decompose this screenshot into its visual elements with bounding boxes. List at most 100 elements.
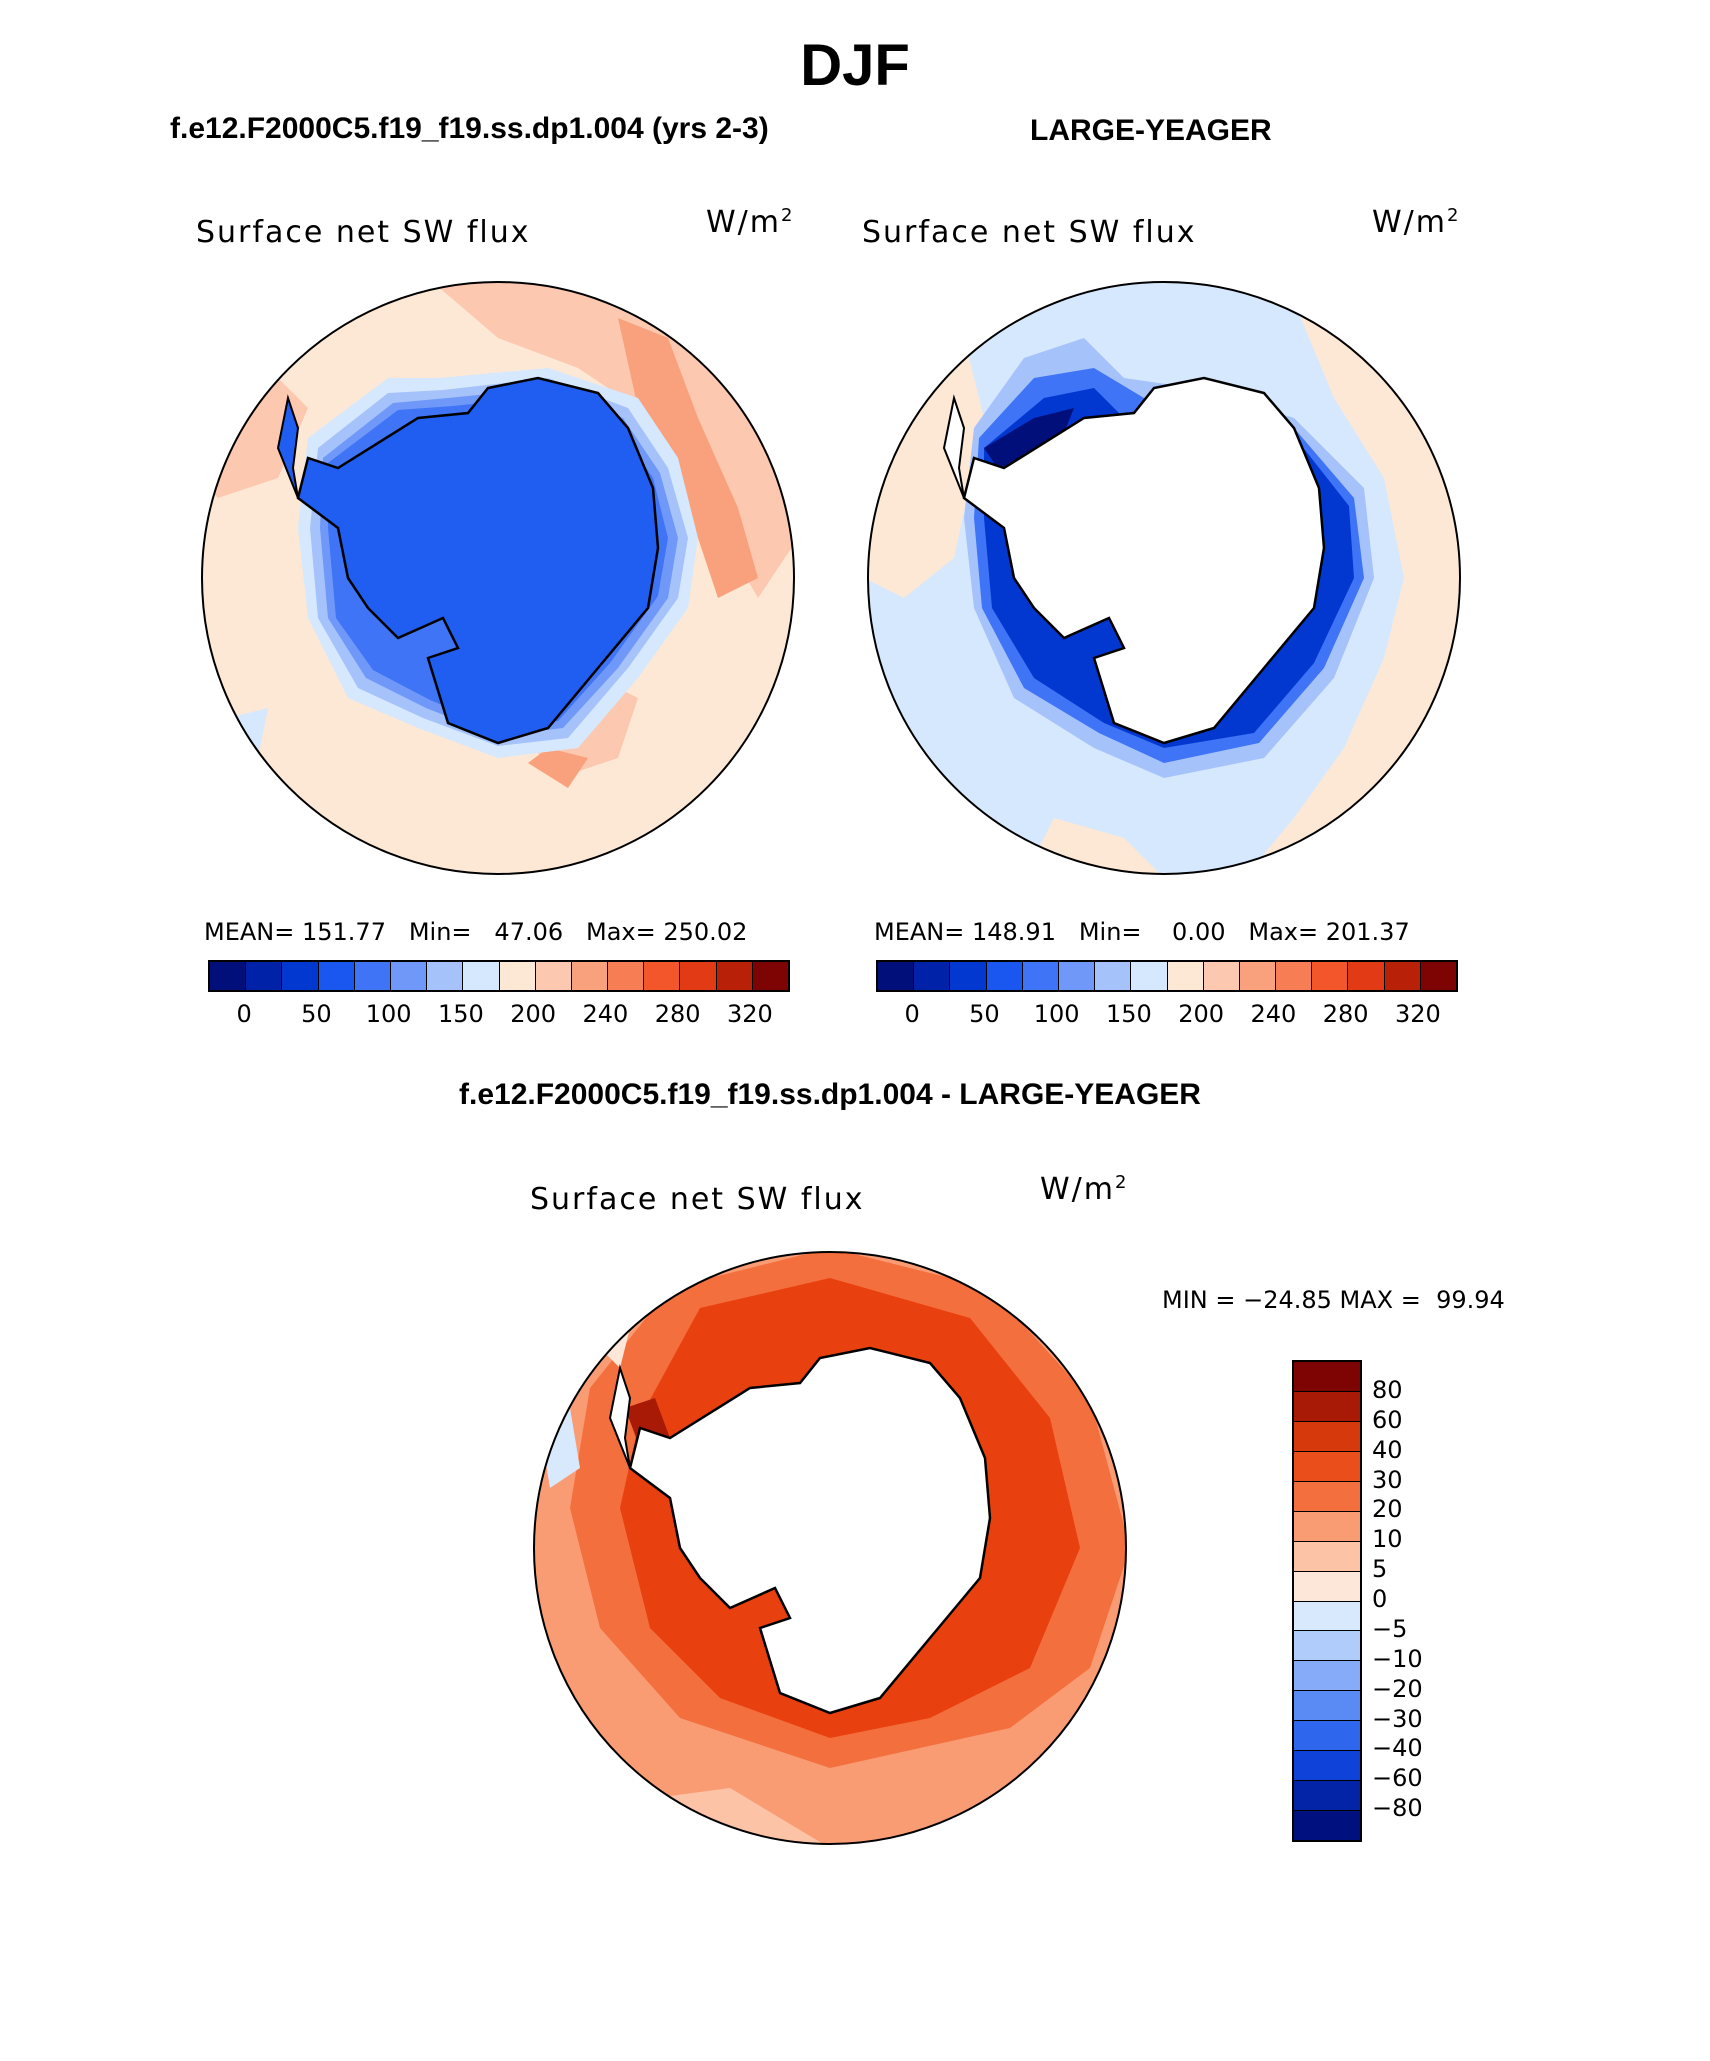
diff-colorbar-tick-label: 10 — [1372, 1525, 1403, 1554]
left-continent-fill — [298, 378, 658, 743]
diff-colorbar-swatch-14 — [1294, 1781, 1360, 1812]
left-map — [201, 281, 795, 875]
left-ocean-band-2 — [618, 318, 758, 598]
right-ice-dark — [984, 408, 1074, 478]
diff-variable-label: Surface net SW flux — [530, 1182, 865, 1217]
diff-colorbar-tick-label: 20 — [1372, 1495, 1403, 1524]
left-colorbar-tick-label: 0 — [236, 1000, 252, 1028]
right-map — [867, 281, 1461, 875]
diff-colorbar-tick-label: 80 — [1372, 1375, 1403, 1404]
diff-colorbar-tick-label: 0 — [1372, 1585, 1388, 1613]
diff-colorbar-tick-label: −30 — [1372, 1704, 1423, 1733]
right-colorbar-swatch-14 — [1384, 962, 1421, 990]
diff-colorbar-swatch-1 — [1294, 1391, 1360, 1422]
right-coastline — [962, 376, 1326, 745]
right-colorbar-ticks: 0 50 100 150 200 240 280 320 — [876, 1000, 1454, 1030]
left-colorbar-swatch-8 — [499, 962, 536, 990]
diff-colorbar-swatch-10 — [1294, 1661, 1360, 1692]
left-colorbar-tick-label: 320 — [726, 1000, 773, 1028]
left-ocean-band-5 — [528, 748, 588, 788]
right-colorbar-swatch-9 — [1203, 962, 1240, 990]
right-colorbar-swatch-2 — [950, 962, 987, 990]
right-peninsula — [942, 394, 966, 499]
right-colorbar-swatch-13 — [1348, 962, 1385, 990]
right-colorbar-tick-label: 150 — [1105, 1000, 1152, 1028]
right-colorbar-tick-label: 100 — [1033, 1000, 1080, 1028]
diff-colorbar-tick-label: 60 — [1372, 1405, 1403, 1434]
right-stats: MEAN= 148.91 Min= 0.00 Max= 201.37 — [874, 918, 1410, 946]
diff-colorbar-tick-label: −60 — [1372, 1764, 1423, 1793]
diff-stats: MIN = −24.85 MAX = 99.94 — [1162, 1286, 1505, 1314]
right-colorbar-tick-label: 50 — [969, 1000, 1000, 1028]
left-colorbar-tick-label: 50 — [301, 1000, 332, 1028]
left-colorbar-swatch-12 — [644, 962, 681, 990]
right-colorbar-swatch-6 — [1095, 962, 1132, 990]
left-colorbar-swatch-10 — [571, 962, 609, 990]
right-colorbar-tick-label: 280 — [1322, 1000, 1369, 1028]
left-unit-exp: 2 — [781, 205, 795, 226]
right-colorbar-swatch-0 — [878, 962, 915, 990]
diff-colorbar-swatch-8 — [1294, 1601, 1360, 1632]
right-colorbar — [876, 960, 1458, 992]
right-colorbar-swatch-10 — [1239, 962, 1277, 990]
diff-unit-exp: 2 — [1115, 1172, 1129, 1193]
left-colorbar-swatch-1 — [246, 962, 283, 990]
left-colorbar-swatch-13 — [680, 962, 717, 990]
right-colorbar-tick-label: 320 — [1394, 1000, 1441, 1028]
diff-colorbar-ticks: 80 60 40 30 20 10 5 0 −5 −10 −20 −30 −40 −60 −80 — [1372, 1360, 1452, 1838]
diff-coastline — [628, 1346, 992, 1715]
left-colorbar-ticks: 0 50 100 150 200 240 280 320 — [208, 1000, 786, 1030]
left-colorbar-swatch-6 — [427, 962, 464, 990]
left-colorbar-swatch-3 — [318, 962, 355, 990]
diff-unit-label: W/m2 — [1040, 1172, 1128, 1207]
left-colorbar-tick-label: 150 — [437, 1000, 484, 1028]
diff-colorbar-swatch-3 — [1294, 1451, 1360, 1482]
right-colorbar-tick-label: 200 — [1178, 1000, 1225, 1028]
diff-colorbar-tick-label: 30 — [1372, 1465, 1403, 1494]
left-colorbar-tick-label: 200 — [510, 1000, 557, 1028]
diff-colorbar-swatch-0 — [1294, 1362, 1360, 1392]
left-colorbar-tick-label: 100 — [365, 1000, 412, 1028]
right-colorbar-swatch-8 — [1167, 962, 1204, 990]
diff-colorbar-tick-label: −20 — [1372, 1674, 1423, 1703]
right-colorbar-swatch-15 — [1420, 962, 1456, 990]
diff-colorbar-tick-label: 40 — [1372, 1435, 1403, 1464]
left-colorbar-swatch-9 — [535, 962, 572, 990]
right-map-border — [867, 281, 1461, 875]
left-colorbar-swatch-4 — [354, 962, 391, 990]
diff-map — [533, 1251, 1127, 1845]
left-colorbar-swatch-0 — [210, 962, 247, 990]
left-colorbar-swatch-5 — [390, 962, 428, 990]
right-colorbar-tick-label: 240 — [1250, 1000, 1297, 1028]
left-coastline — [296, 376, 660, 745]
left-colorbar-swatch-14 — [716, 962, 753, 990]
left-colorbar-swatch-2 — [282, 962, 319, 990]
left-unit-text: W/m — [706, 205, 781, 240]
right-colorbar-tick-label: 0 — [904, 1000, 920, 1028]
diff-colorbar-swatch-6 — [1294, 1541, 1360, 1572]
diff-colorbar-swatch-11 — [1294, 1691, 1360, 1722]
right-unit-label: W/m2 — [1372, 205, 1460, 240]
left-map-border — [201, 281, 795, 875]
diff-colorbar — [1292, 1360, 1362, 1842]
right-colorbar-swatch-12 — [1312, 962, 1349, 990]
diff-unit-text: W/m — [1040, 1172, 1115, 1207]
diff-colorbar-swatch-4 — [1294, 1481, 1360, 1512]
right-colorbar-swatch-7 — [1131, 962, 1168, 990]
right-ocean-band — [1244, 282, 1460, 874]
left-colorbar — [208, 960, 790, 992]
diff-colorbar-tick-label: −40 — [1372, 1734, 1423, 1763]
left-colorbar-swatch-15 — [752, 962, 788, 990]
left-variable-label: Surface net SW flux — [196, 215, 531, 250]
left-colorbar-swatch-11 — [608, 962, 645, 990]
diff-colorbar-swatch-12 — [1294, 1721, 1360, 1752]
right-colorbar-swatch-1 — [914, 962, 951, 990]
main-title: DJF — [800, 33, 910, 98]
diff-peninsula — [608, 1364, 632, 1469]
diff-map-border — [533, 1251, 1127, 1845]
right-colorbar-swatch-5 — [1058, 962, 1096, 990]
left-case-title: f.e12.F2000C5.f19_f19.ss.dp1.004 (yrs 2-… — [170, 112, 769, 145]
diff-case-title: f.e12.F2000C5.f19_f19.ss.dp1.004 - LARGE… — [459, 1078, 1201, 1111]
diff-colorbar-tick-label: −5 — [1372, 1614, 1408, 1643]
diff-colorbar-swatch-2 — [1294, 1421, 1360, 1452]
